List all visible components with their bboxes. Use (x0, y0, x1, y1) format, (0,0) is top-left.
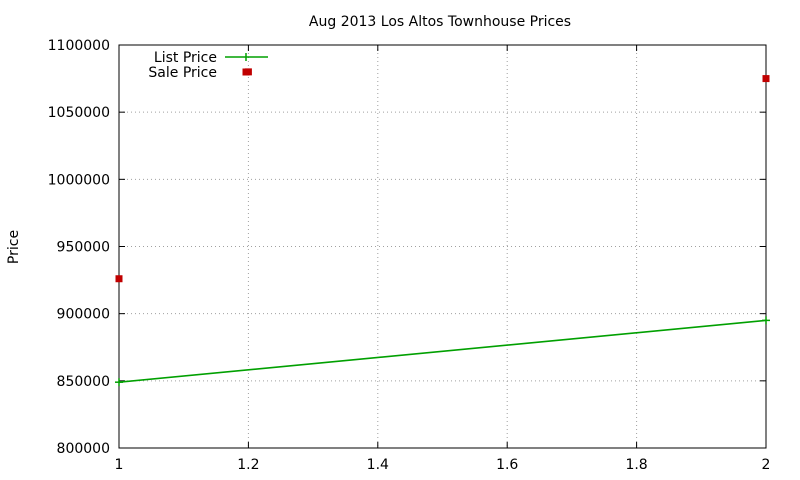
list-price-legend-label: List Price (154, 50, 217, 66)
sale-price-point (115, 275, 123, 283)
sale-price-legend-label: Sale Price (148, 65, 217, 81)
sale-price-point (762, 75, 770, 83)
list-price-point (115, 378, 123, 387)
grid (119, 45, 766, 448)
y-tick-label: 900000 (57, 307, 110, 323)
y-tick-label: 1000000 (48, 172, 110, 188)
x-tick-label: 1.2 (237, 457, 259, 473)
y-tick-labels: 800000 850000 900000 950000 1000000 1050000 11… (48, 38, 110, 457)
x-tick-label: 1 (115, 457, 124, 473)
chart-title: Aug 2013 Los Altos Townhouse Prices (309, 14, 571, 30)
ticks (118, 44, 767, 449)
list-price-legend-swatch (225, 53, 268, 61)
y-tick-label: 800000 (57, 441, 110, 457)
y-tick-label: 1100000 (48, 38, 110, 54)
y-tick-label: 850000 (57, 374, 110, 390)
x-tick-label: 2 (762, 457, 771, 473)
series-layer (115, 68, 770, 387)
list-price-point (762, 316, 770, 325)
plot-frame (118, 44, 767, 449)
x-tick-labels: 1 1.2 1.4 1.6 1.8 2 (115, 457, 771, 473)
y-tick-label: 1050000 (48, 105, 110, 121)
y-axis-label: Price (6, 230, 22, 264)
x-tick-label: 1.4 (367, 457, 389, 473)
y-tick-label: 950000 (57, 240, 110, 256)
list-price-line (118, 319, 767, 383)
x-tick-label: 1.8 (625, 457, 647, 473)
sale-price-legend-swatch (242, 68, 250, 76)
x-tick-label: 1.6 (496, 457, 518, 473)
